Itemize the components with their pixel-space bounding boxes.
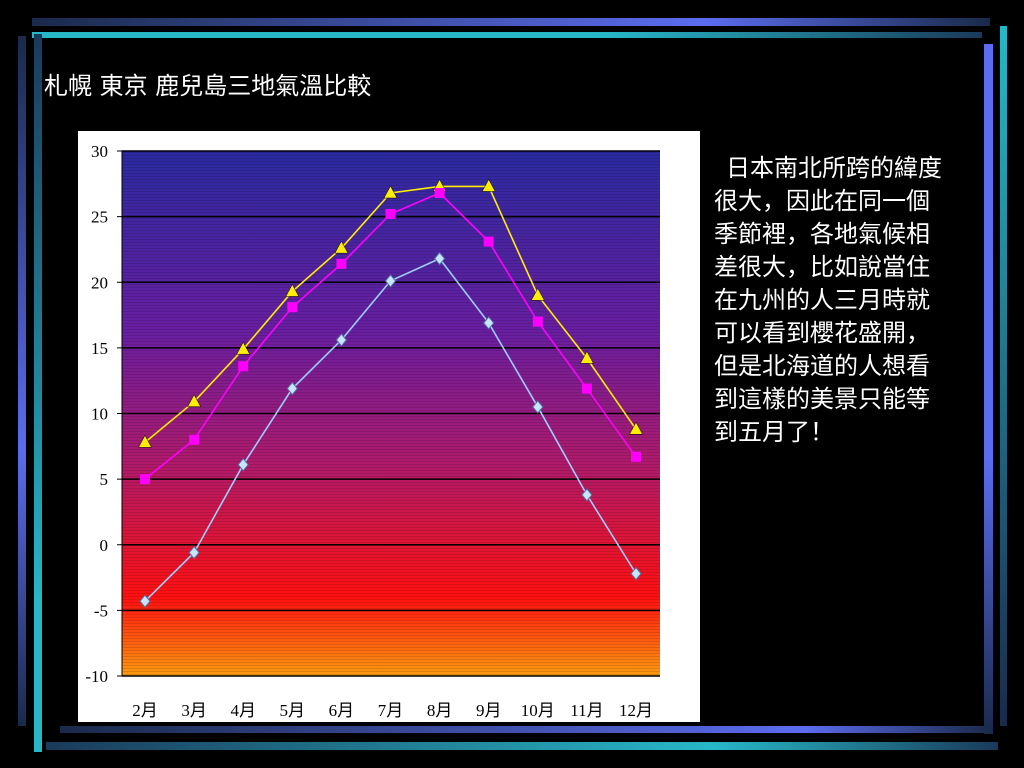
x-tick-label: 2月 bbox=[132, 701, 158, 720]
y-tick-label: 20 bbox=[91, 273, 108, 292]
x-tick-label: 10月 bbox=[521, 701, 555, 720]
data-point bbox=[189, 434, 200, 445]
series-3 bbox=[139, 251, 642, 608]
data-point bbox=[138, 434, 152, 448]
data-point bbox=[385, 209, 396, 219]
x-tick-label: 7月 bbox=[378, 701, 404, 720]
frame-right-bar-2 bbox=[1000, 26, 1007, 726]
data-point bbox=[384, 274, 397, 288]
data-point bbox=[383, 185, 398, 199]
data-point bbox=[434, 188, 445, 198]
x-tick-label: 12月 bbox=[619, 701, 653, 720]
data-point bbox=[532, 316, 543, 327]
data-point bbox=[631, 451, 641, 462]
data-point bbox=[236, 341, 251, 355]
data-point bbox=[579, 350, 594, 364]
y-axis: 30 25 20 15 10 5 0 -5 -10 bbox=[85, 142, 123, 686]
data-point bbox=[483, 236, 494, 247]
slide-body-text: 日本南北所跨的緯度很大，因此在同一個季節裡，各地氣候相差很大，比如說當住在九州的… bbox=[714, 154, 942, 446]
x-tick-label: 6月 bbox=[329, 701, 355, 720]
y-tick-label: -5 bbox=[94, 601, 108, 620]
x-tick-label: 3月 bbox=[181, 701, 207, 720]
y-tick-label: 25 bbox=[91, 208, 108, 227]
y-tick-label: 10 bbox=[91, 405, 108, 424]
data-point bbox=[483, 316, 495, 330]
y-tick-label: 0 bbox=[100, 536, 109, 555]
y-tick-label: 30 bbox=[91, 142, 108, 161]
data-point bbox=[238, 361, 249, 372]
data-point bbox=[629, 421, 643, 435]
x-tick-label: 9月 bbox=[476, 701, 502, 720]
x-tick-label: 8月 bbox=[427, 701, 453, 720]
data-point bbox=[433, 251, 446, 266]
x-axis: 2月 3月 4月 5月 6月 7月 8月 9月 10月 11月 12月 bbox=[132, 701, 653, 720]
data-point bbox=[188, 545, 200, 560]
data-point bbox=[139, 594, 151, 608]
temperature-line-chart: 30 25 20 15 10 5 0 -5 -10 2月 3月 4月 5月 6月 7月 8月 9月 10月 11月… bbox=[85, 142, 660, 720]
data-point bbox=[630, 566, 642, 581]
frame-right-bar bbox=[984, 44, 993, 734]
series-lines bbox=[138, 178, 643, 608]
frame-left-bar bbox=[18, 36, 26, 726]
data-point bbox=[581, 488, 593, 502]
data-point bbox=[335, 333, 348, 347]
slide-title: 札幌 東京 鹿兒島三地氣溫比較 bbox=[44, 72, 372, 100]
frame-bottom-bar-2 bbox=[46, 742, 998, 750]
frame-bottom-bar bbox=[60, 726, 990, 733]
data-point bbox=[286, 381, 298, 396]
data-point bbox=[334, 240, 349, 254]
data-point bbox=[530, 287, 545, 301]
data-point bbox=[140, 474, 150, 485]
frame-top-bar-2 bbox=[32, 32, 982, 38]
x-tick-label: 11月 bbox=[570, 701, 603, 720]
data-point bbox=[532, 400, 544, 414]
y-tick-label: 5 bbox=[100, 470, 109, 489]
data-point bbox=[237, 457, 249, 472]
x-tick-label: 4月 bbox=[230, 701, 256, 720]
data-point bbox=[287, 302, 298, 313]
x-tick-label: 5月 bbox=[280, 701, 306, 720]
data-point bbox=[285, 283, 300, 297]
data-point bbox=[336, 258, 347, 269]
data-point bbox=[481, 178, 496, 192]
y-tick-label: -10 bbox=[85, 667, 108, 686]
data-point bbox=[187, 394, 202, 407]
frame-left-bar-2 bbox=[34, 34, 42, 752]
chart-container: 30 25 20 15 10 5 0 -5 -10 2月 3月 4月 5月 6月 7月 8月 9月 10月 11月… bbox=[78, 131, 700, 722]
frame-top-bar bbox=[32, 18, 990, 26]
y-tick-label: 15 bbox=[91, 339, 108, 358]
data-point bbox=[581, 383, 592, 394]
series-2 bbox=[140, 188, 641, 485]
